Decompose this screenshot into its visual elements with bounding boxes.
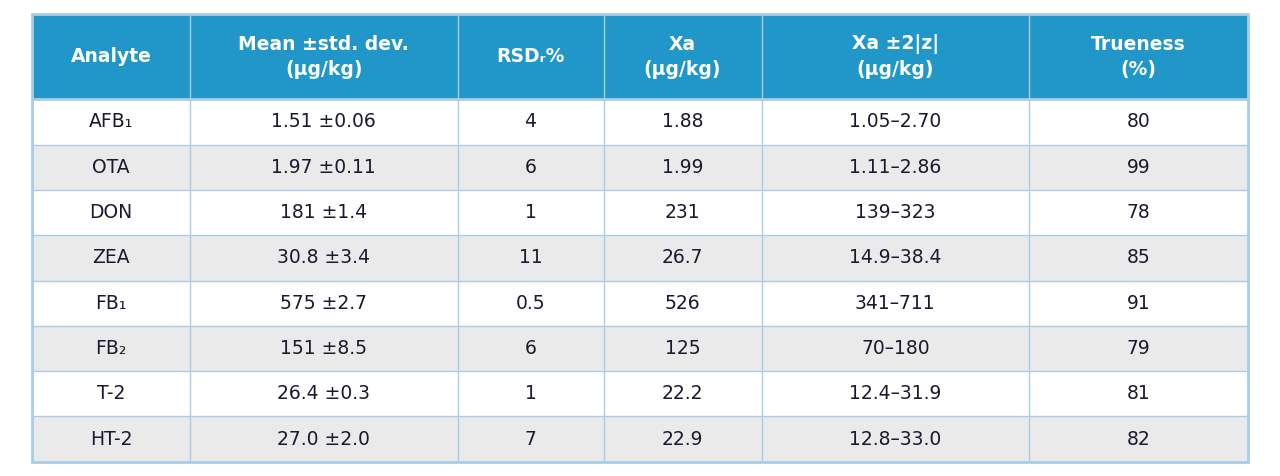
- Text: AFB₁: AFB₁: [88, 112, 133, 131]
- Text: 99: 99: [1126, 158, 1151, 177]
- Text: ZEA: ZEA: [92, 248, 129, 268]
- Text: 26.7: 26.7: [662, 248, 703, 268]
- Text: Xa ±2|z|
(µg/kg): Xa ±2|z| (µg/kg): [851, 34, 940, 79]
- Text: FB₂: FB₂: [95, 339, 127, 358]
- Text: FB₁: FB₁: [95, 294, 127, 313]
- Text: 575 ±2.7: 575 ±2.7: [280, 294, 367, 313]
- Text: Mean ±std. dev.
(µg/kg): Mean ±std. dev. (µg/kg): [238, 35, 410, 79]
- Bar: [32, 326, 1248, 371]
- Text: 341–711: 341–711: [855, 294, 936, 313]
- Text: HT-2: HT-2: [90, 429, 132, 448]
- Text: 1: 1: [525, 203, 536, 222]
- Text: 1.99: 1.99: [662, 158, 703, 177]
- Text: 22.9: 22.9: [662, 429, 703, 448]
- Bar: [32, 235, 1248, 280]
- Bar: [32, 371, 1248, 416]
- Text: 26.4 ±0.3: 26.4 ±0.3: [278, 384, 370, 403]
- Bar: [32, 416, 1248, 462]
- Text: 1.05–2.70: 1.05–2.70: [849, 112, 942, 131]
- Text: 12.4–31.9: 12.4–31.9: [849, 384, 942, 403]
- Text: 6: 6: [525, 158, 536, 177]
- Text: 82: 82: [1126, 429, 1151, 448]
- Text: 1: 1: [525, 384, 536, 403]
- Text: 11: 11: [518, 248, 543, 268]
- Text: 1.11–2.86: 1.11–2.86: [849, 158, 942, 177]
- Bar: [32, 280, 1248, 326]
- Text: 91: 91: [1126, 294, 1151, 313]
- Text: Analyte: Analyte: [70, 47, 151, 66]
- Bar: [32, 14, 1248, 99]
- Text: 81: 81: [1126, 384, 1151, 403]
- Text: 139–323: 139–323: [855, 203, 936, 222]
- Bar: [32, 190, 1248, 235]
- Text: 7: 7: [525, 429, 536, 448]
- Text: 12.8–33.0: 12.8–33.0: [849, 429, 942, 448]
- Text: 1.97 ±0.11: 1.97 ±0.11: [271, 158, 376, 177]
- Text: 1.88: 1.88: [662, 112, 703, 131]
- Text: 14.9–38.4: 14.9–38.4: [849, 248, 942, 268]
- Text: 181 ±1.4: 181 ±1.4: [280, 203, 367, 222]
- Text: 1.51 ±0.06: 1.51 ±0.06: [271, 112, 376, 131]
- Text: T-2: T-2: [97, 384, 125, 403]
- Text: 231: 231: [664, 203, 700, 222]
- Text: 70–180: 70–180: [861, 339, 929, 358]
- Text: 125: 125: [664, 339, 700, 358]
- Bar: [32, 145, 1248, 190]
- Text: 526: 526: [664, 294, 700, 313]
- Text: 30.8 ±3.4: 30.8 ±3.4: [278, 248, 370, 268]
- Text: Trueness
(%): Trueness (%): [1091, 35, 1187, 79]
- Text: 0.5: 0.5: [516, 294, 545, 313]
- Text: 22.2: 22.2: [662, 384, 703, 403]
- Text: Xa
(µg/kg): Xa (µg/kg): [644, 35, 722, 79]
- Text: 78: 78: [1126, 203, 1151, 222]
- Text: 27.0 ±2.0: 27.0 ±2.0: [278, 429, 370, 448]
- Text: RSDᵣ%: RSDᵣ%: [497, 47, 564, 66]
- Text: 4: 4: [525, 112, 536, 131]
- Text: 151 ±8.5: 151 ±8.5: [280, 339, 367, 358]
- Text: OTA: OTA: [92, 158, 129, 177]
- Text: 6: 6: [525, 339, 536, 358]
- Bar: [32, 99, 1248, 145]
- Text: 85: 85: [1126, 248, 1151, 268]
- Text: DON: DON: [90, 203, 133, 222]
- Text: 80: 80: [1126, 112, 1151, 131]
- Text: 79: 79: [1126, 339, 1151, 358]
